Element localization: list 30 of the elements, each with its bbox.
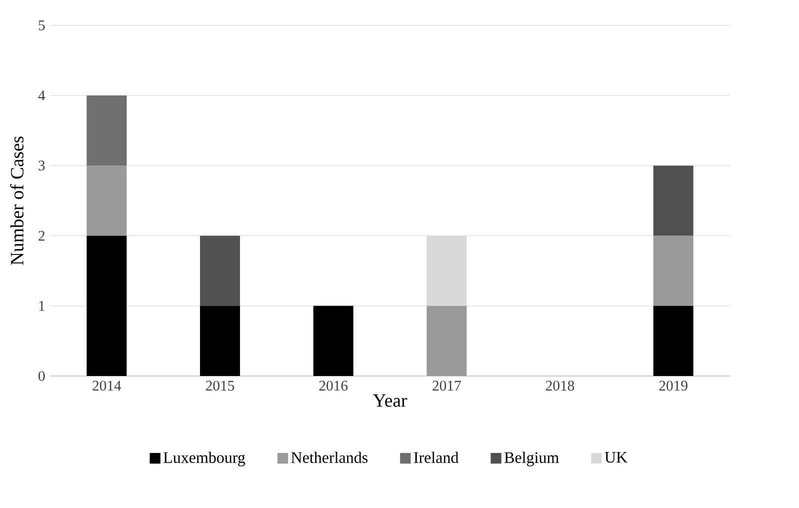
- x-axis-title: Year: [373, 394, 408, 407]
- bar: [86, 95, 127, 166]
- bar: [653, 306, 694, 376]
- bar: [426, 306, 467, 376]
- legend-label: Netherlands: [291, 452, 368, 463]
- x-tick-label: 2019: [659, 380, 688, 391]
- bar: [86, 236, 127, 376]
- bar: [86, 166, 127, 236]
- legend-label: UK: [604, 452, 628, 463]
- bar: [653, 166, 694, 236]
- legend-label: Belgium: [504, 452, 559, 466]
- legend-label: Luxembourg: [164, 452, 246, 466]
- y-tick-label: 2: [38, 230, 44, 241]
- bar: [426, 236, 467, 306]
- bar: [313, 306, 354, 376]
- bar: [200, 236, 240, 306]
- y-tick-label: 0: [38, 371, 45, 381]
- bar: [200, 306, 240, 376]
- y-tick-label: 4: [38, 90, 46, 100]
- x-tick-label: 2014: [92, 380, 122, 391]
- y-tick-label: 1: [39, 301, 44, 311]
- y-axis-title: Number of Cases: [10, 136, 24, 265]
- legend-label: Ireland: [414, 452, 459, 463]
- bar: [653, 236, 694, 306]
- y-tick-label: 3: [38, 160, 45, 171]
- y-tick-label: 5: [38, 20, 45, 30]
- x-tick-label: 2015: [206, 380, 234, 391]
- x-tick-label: 2016: [319, 380, 348, 391]
- x-tick-label: 2017: [432, 380, 461, 391]
- x-tick-label: 2018: [546, 380, 574, 391]
